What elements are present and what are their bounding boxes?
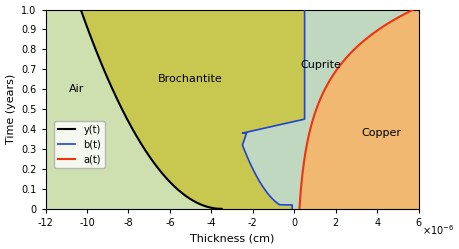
Text: Cuprite: Cuprite bbox=[300, 60, 341, 70]
Text: Air: Air bbox=[69, 84, 84, 94]
X-axis label: Thickness (cm): Thickness (cm) bbox=[190, 234, 274, 244]
Legend: y(t), b(t), a(t): y(t), b(t), a(t) bbox=[54, 121, 105, 168]
Text: Copper: Copper bbox=[360, 128, 400, 138]
Text: $\times10^{-6}$: $\times10^{-6}$ bbox=[421, 223, 453, 237]
Y-axis label: Time (years): Time (years) bbox=[6, 74, 16, 144]
Text: Brochantite: Brochantite bbox=[158, 74, 223, 84]
